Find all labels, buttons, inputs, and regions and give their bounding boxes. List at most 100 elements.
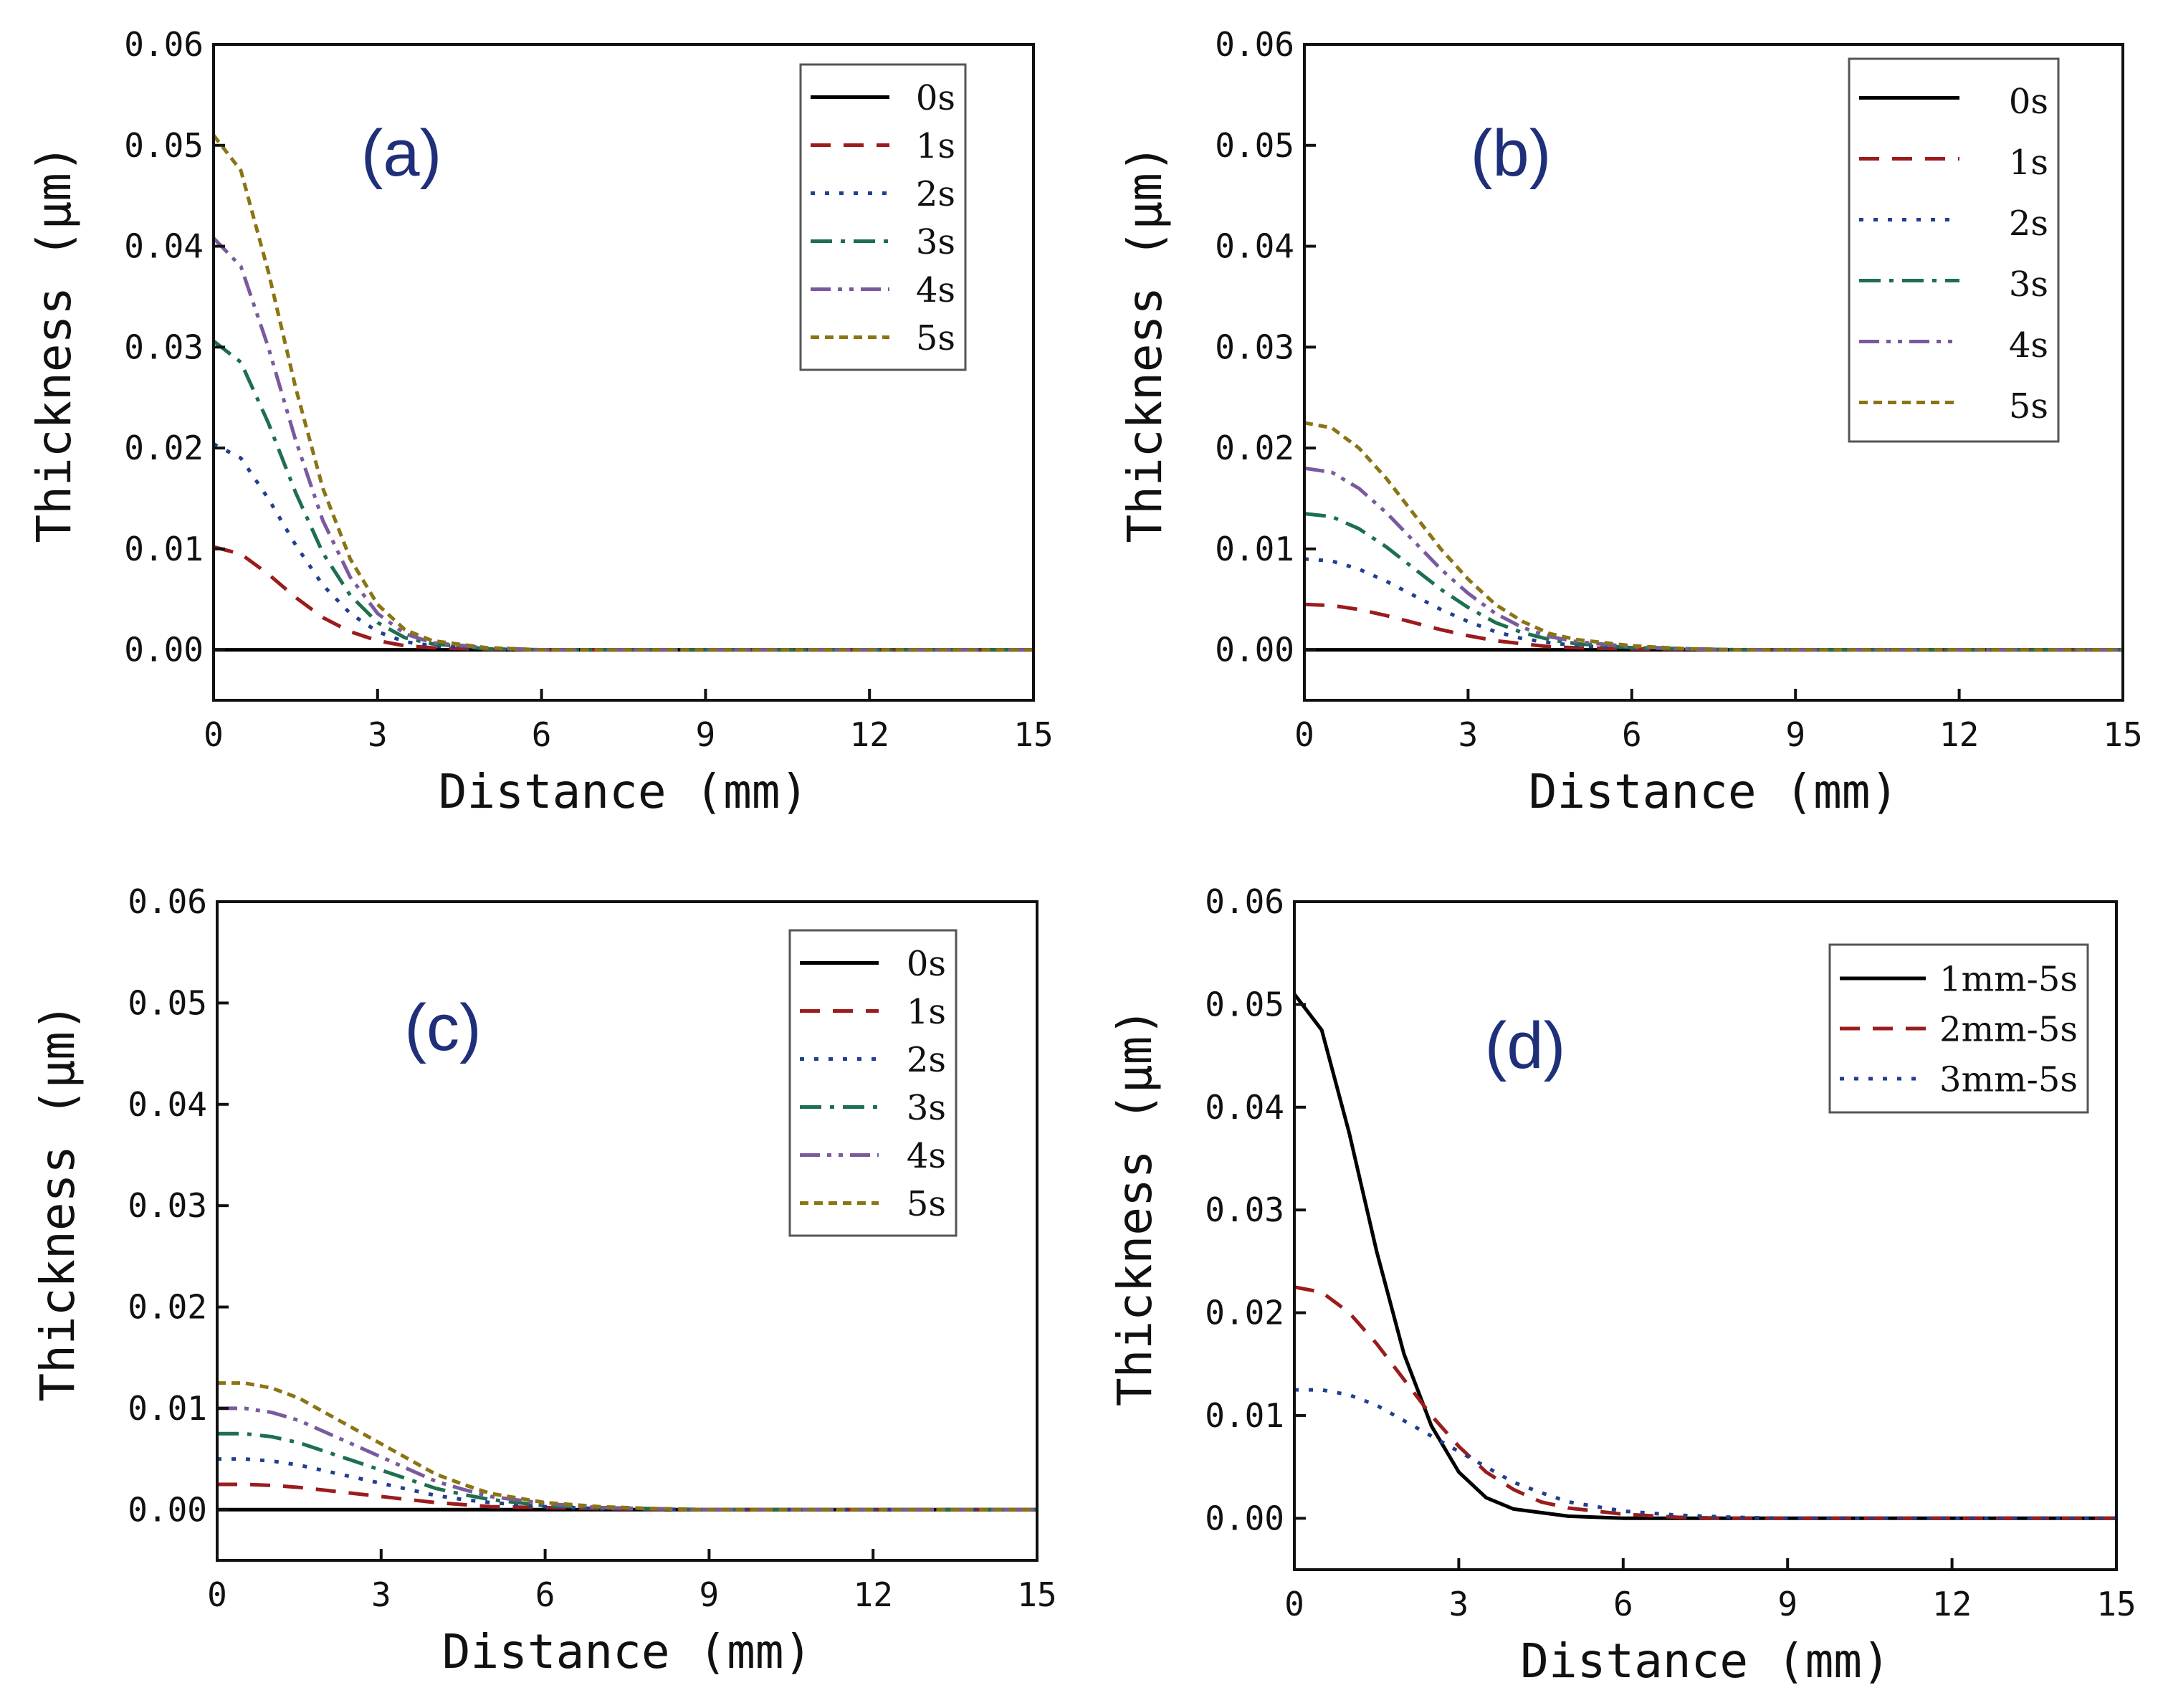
series-line-2s (214, 442, 1033, 652)
y-tick-label: 0.06 (1205, 882, 1284, 921)
legend-label: 4s (907, 1136, 946, 1176)
series-line-5s (1304, 421, 2123, 652)
y-axis-label: Thickness (μm) (1107, 1008, 1162, 1406)
x-axis-label: Distance (mm) (442, 1624, 813, 1679)
x-tick-label: 12 (1932, 1585, 1972, 1623)
legend: 0s 1s 2s 3s 4s 5s (788, 929, 958, 1237)
y-tick-label: 0.03 (128, 1186, 207, 1225)
legend-box (788, 929, 958, 1237)
panel-label: (c) (404, 991, 481, 1064)
x-tick-label: 12 (1939, 715, 1979, 754)
y-tick-label: 0.01 (1205, 1396, 1284, 1435)
chart-panel-3: 0.00 0.01 0.02 0.03 0.04 0.05 0.06 0 3 6 9 12 15 Dist… (30, 882, 1057, 1679)
series-line-3mm-5s (1294, 1388, 2116, 1520)
x-tick-label: 0 (1294, 715, 1314, 754)
chart-panel-1: 0.00 0.01 0.02 0.03 0.04 0.05 0.06 0 3 6 9 12 15 Dist… (27, 25, 1054, 819)
series-line-3s (1304, 512, 2123, 652)
plot-frame (1303, 43, 2124, 702)
y-tick-label: 0.00 (1205, 1499, 1284, 1537)
y-tick-label: 0.02 (124, 429, 204, 467)
series-line-2s (217, 1457, 1037, 1512)
x-tick-label: 6 (1613, 1585, 1633, 1623)
x-tick-label: 12 (850, 715, 889, 754)
x-tick-label: 6 (532, 715, 552, 754)
x-tick-label: 12 (854, 1575, 893, 1614)
y-tick-label: 0.04 (124, 227, 204, 266)
y-tick-label: 0.03 (124, 328, 204, 366)
x-tick-label: 9 (1785, 715, 1805, 754)
panel-label: (d) (1485, 1009, 1565, 1082)
legend-box (799, 63, 967, 371)
x-tick-label: 6 (1622, 715, 1642, 754)
legend-label: 0s (2009, 82, 2048, 122)
y-tick-label: 0.04 (1205, 1088, 1284, 1127)
legend-label: 2s (2009, 204, 2048, 244)
panel-label: (a) (361, 117, 441, 190)
y-axis-label: Thickness (μm) (27, 144, 82, 543)
series-line-4s (217, 1406, 1037, 1512)
y-tick-label: 0.05 (1215, 126, 1294, 165)
x-tick-label: 3 (1449, 1585, 1469, 1623)
legend-label: 0s (916, 78, 955, 118)
panel-label: (b) (1471, 117, 1551, 190)
legend-label: 1s (907, 992, 946, 1032)
x-axis-label: Distance (mm) (1529, 764, 1899, 819)
legend-label: 3mm-5s (1939, 1059, 2078, 1099)
plot-frame (212, 43, 1035, 702)
legend-label: 2s (916, 174, 955, 214)
series-group (214, 134, 1033, 652)
y-tick-label: 0.01 (124, 530, 204, 568)
legend-label: 3s (916, 222, 955, 262)
series-line-5s (217, 1381, 1037, 1512)
legend-label: 1s (916, 126, 955, 166)
legend-label: 4s (916, 270, 955, 310)
legend: 0s 1s 2s 3s 4s 5s (799, 63, 967, 371)
chart-panel-2: 0.00 0.01 0.02 0.03 0.04 0.05 0.06 0 3 6 9 12 15 Dist… (1117, 25, 2143, 819)
y-axis-label: Thickness (μm) (30, 1003, 85, 1401)
legend-label: 1s (2009, 143, 2048, 183)
x-tick-label: 0 (1284, 1585, 1304, 1623)
x-tick-label: 15 (1017, 1575, 1056, 1614)
y-tick-label: 0.04 (1215, 227, 1294, 266)
legend-label: 1mm-5s (1939, 959, 2078, 999)
y-axis-label: Thickness (μm) (1117, 144, 1173, 543)
x-axis-label: Distance (mm) (439, 764, 809, 819)
y-tick-label: 0.02 (128, 1288, 207, 1327)
x-tick-label: 3 (371, 1575, 391, 1614)
y-tick-label: 0.06 (124, 25, 204, 64)
y-tick-label: 0.01 (1215, 530, 1294, 568)
series-group (1294, 993, 2116, 1520)
x-tick-label: 6 (535, 1575, 555, 1614)
series-line-2s (1304, 557, 2123, 652)
legend-label: 2mm-5s (1939, 1009, 2078, 1049)
legend-label: 0s (907, 944, 946, 984)
x-tick-label: 0 (207, 1575, 227, 1614)
chart-panel-4: 0.00 0.01 0.02 0.03 0.04 0.05 0.06 0 3 6 9 12 15 Dist… (1107, 882, 2136, 1689)
plot-frame (216, 900, 1038, 1562)
y-tick-label: 0.03 (1205, 1191, 1284, 1229)
legend: 0s 1s 2s 3s 4s 5s (1848, 57, 2060, 443)
legend-label: 2s (907, 1040, 946, 1080)
y-tick-label: 0.00 (124, 631, 204, 669)
series-line-5s (214, 134, 1033, 652)
y-tick-label: 0.00 (128, 1490, 207, 1529)
y-tick-label: 0.00 (1215, 631, 1294, 669)
legend-label: 5s (907, 1184, 946, 1224)
legend-label: 3s (2009, 264, 2048, 305)
y-tick-label: 0.05 (128, 983, 207, 1022)
x-tick-label: 15 (1013, 715, 1053, 754)
series-line-3s (214, 339, 1033, 652)
x-tick-label: 9 (696, 715, 716, 754)
y-tick-label: 0.02 (1215, 429, 1294, 467)
legend-label: 5s (2009, 386, 2048, 426)
series-group (217, 1381, 1037, 1512)
legend: 1mm-5s 2mm-5s 3mm-5s (1828, 943, 2089, 1114)
series-line-2mm-5s (1294, 1285, 2116, 1520)
legend-label: 3s (907, 1088, 946, 1128)
x-tick-label: 15 (2103, 715, 2142, 754)
y-tick-label: 0.06 (128, 882, 207, 921)
y-tick-label: 0.01 (128, 1389, 207, 1428)
legend-label: 5s (916, 318, 955, 358)
y-tick-label: 0.05 (124, 126, 204, 165)
